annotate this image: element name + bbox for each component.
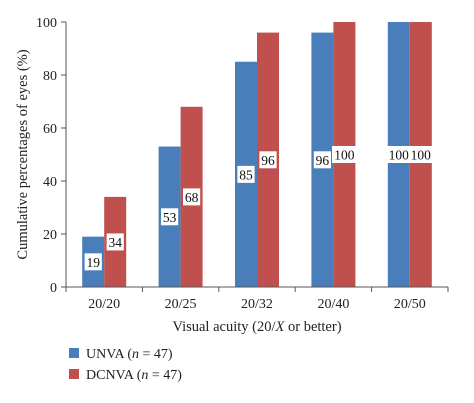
x-tick-label-20-25: 20/25 — [165, 297, 197, 312]
y-axis-ticks: 0 20 40 60 80 100 — [36, 16, 66, 296]
legend: UNVA (n = 47) DCNVA (n = 47) — [69, 347, 182, 383]
data-label-s1-20-40: 96 — [316, 153, 330, 168]
y-tick-label-20: 20 — [43, 228, 57, 243]
x-tick-label-20-50: 20/50 — [394, 297, 426, 312]
data-label-s2-20-50: 100 — [411, 148, 432, 163]
data-label-s1-20-50: 100 — [389, 148, 410, 163]
data-label-s2-20-20: 34 — [108, 235, 122, 250]
data-label-box-s2-20-50 — [408, 146, 434, 163]
data-label-s2-20-40: 100 — [334, 148, 355, 163]
x-axis-ticks: 20/20 20/25 20/32 20/40 20/50 — [65, 287, 449, 312]
data-label-s1-20-32: 85 — [239, 167, 253, 182]
y-tick-label-80: 80 — [43, 69, 57, 84]
data-label-box-s1-20-32 — [237, 165, 255, 183]
x-axis-title: Visual acuity (20/X or better) — [172, 319, 341, 335]
data-label-box-s1-20-25 — [161, 208, 179, 226]
data-label-s1-20-20: 19 — [86, 255, 100, 270]
data-label-s1-20-25: 53 — [163, 210, 177, 225]
data-label-box-s1-20-40 — [313, 151, 331, 169]
data-label-box-s2-20-32 — [259, 151, 277, 169]
legend-swatch-s1 — [69, 348, 79, 358]
data-label-box-s1-20-50 — [386, 146, 412, 163]
legend-label-s2: DCNVA (n = 47) — [86, 368, 182, 383]
data-label-box-s2-20-40 — [332, 146, 357, 163]
y-tick-label-0: 0 — [50, 281, 57, 296]
y-tick-label-100: 100 — [36, 16, 57, 31]
x-tick-label-20-40: 20/40 — [317, 297, 349, 312]
data-label-box-s1-20-20 — [84, 253, 102, 271]
y-tick-label-60: 60 — [43, 122, 57, 137]
x-tick-label-20-20: 20/20 — [88, 297, 120, 312]
legend-label-s1: UNVA (n = 47) — [86, 347, 173, 362]
data-label-s2-20-25: 68 — [185, 190, 199, 205]
bars-layer — [82, 22, 432, 287]
data-label-box-s2-20-20 — [106, 233, 124, 251]
legend-swatch-s2 — [69, 369, 79, 379]
data-label-s2-20-32: 96 — [261, 153, 275, 168]
data-label-box-s2-20-25 — [183, 188, 201, 206]
y-axis-title: Cumulative percentages of eyes (%) — [15, 49, 31, 259]
y-tick-label-40: 40 — [43, 175, 57, 190]
x-tick-label-20-32: 20/32 — [241, 297, 273, 312]
